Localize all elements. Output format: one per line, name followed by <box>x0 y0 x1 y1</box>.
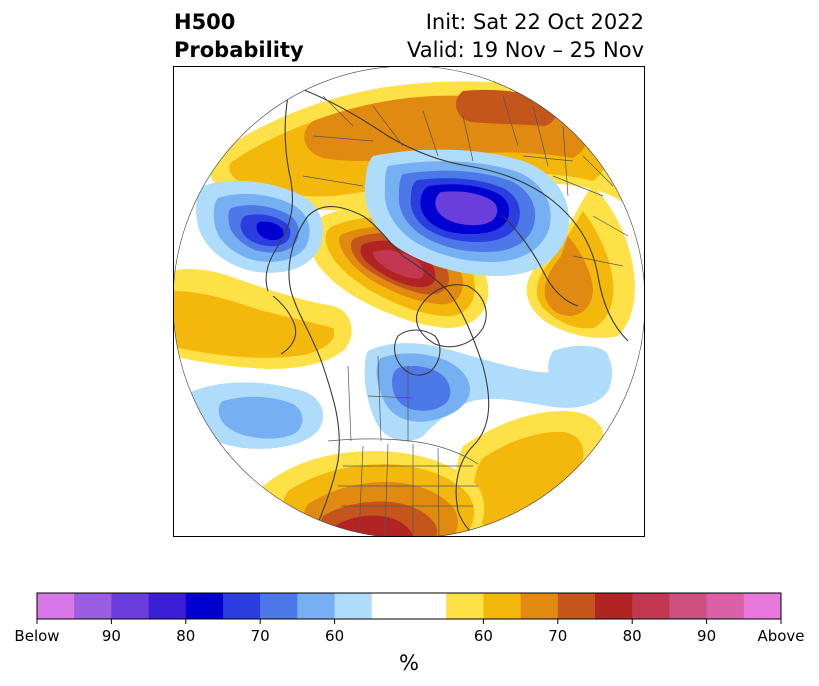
colorbar-swatch <box>706 593 745 619</box>
eurasia-coast <box>292 85 629 342</box>
us-warm-anomaly <box>257 451 485 537</box>
title-line-1: H500 <box>174 10 236 34</box>
colorbar-swatch <box>669 593 707 619</box>
colorbar-frame <box>36 592 782 620</box>
right-warm-anomaly <box>526 186 635 338</box>
colorbar-swatches <box>37 593 782 619</box>
colorbar-tick-label: 70 <box>548 627 567 645</box>
map-frame <box>173 66 645 537</box>
colorbar-tick-label: Above <box>757 627 804 645</box>
arctic-warm-red-pink <box>373 250 424 279</box>
colorbar-tick-label: 90 <box>102 627 121 645</box>
colorbar-swatch <box>297 593 335 619</box>
colorbar-swatch <box>446 593 484 619</box>
colorbar-tick-label: 80 <box>623 627 642 645</box>
colorbar-swatch <box>148 593 187 619</box>
coastlines <box>265 85 629 537</box>
upper-cold-anomaly <box>364 149 569 276</box>
upper-cold-purple <box>435 191 498 226</box>
colorbar-tick-label: Below <box>14 627 59 645</box>
atlantic-warm-orange-light <box>472 431 584 531</box>
colorbar-swatch <box>37 593 75 619</box>
colorbar-tick-label: 60 <box>325 627 344 645</box>
colorbar-swatch <box>260 593 298 619</box>
title-line-2: Probability <box>174 38 304 62</box>
colorbar-swatch <box>409 593 447 619</box>
right-warm-orange <box>544 236 593 316</box>
us-canada-border <box>327 438 479 465</box>
canada-province-lines <box>347 355 414 442</box>
colorbar-tick-label: 60 <box>474 627 493 645</box>
atlantic-warm-anomaly <box>454 411 604 537</box>
colorbar-swatch <box>223 593 261 619</box>
asia-east-coast <box>265 95 294 292</box>
atlantic-cold-anomaly <box>548 345 610 394</box>
colorbar-ticks: Below 90 80 70 60 60 70 80 90 Above <box>14 619 805 645</box>
colorbar-swatch <box>111 593 149 619</box>
colorbar-tick-label: 90 <box>697 627 716 645</box>
colorbar-swatch <box>334 593 373 619</box>
colorbar-swatch <box>520 593 559 619</box>
colorbar-swatch <box>483 593 521 619</box>
country-borders <box>302 95 629 537</box>
greenland-coast <box>416 284 487 348</box>
date-info: Init: Sat 22 Oct 2022 Valid: 19 Nov – 25… <box>407 8 644 64</box>
scandinavia-coast <box>502 215 579 307</box>
init-date: Init: Sat 22 Oct 2022 <box>425 10 644 34</box>
valid-range: Valid: 19 Nov – 25 Nov <box>407 38 644 62</box>
atlantic-cold-light <box>548 345 610 394</box>
left-cold-deep <box>256 221 284 240</box>
hudson-bay-coast <box>394 329 441 376</box>
us-state-lines <box>338 443 478 537</box>
pacific-cold-mid <box>218 396 303 439</box>
colorbar-tick-label: 80 <box>176 627 195 645</box>
colorbar: Below 90 80 70 60 60 70 80 90 Above % <box>14 592 805 675</box>
colorbar-swatch <box>371 593 410 619</box>
canada-cold-blue <box>392 366 451 411</box>
colorbar-swatch <box>743 593 782 619</box>
colorbar-swatch <box>74 593 112 619</box>
pacific-cold-anomaly <box>186 382 323 449</box>
alaska-coast <box>272 295 297 355</box>
asia-borders <box>302 95 474 187</box>
colorbar-swatch <box>595 593 633 619</box>
colorbar-swatch <box>557 593 596 619</box>
colorbar-swatch <box>632 593 670 619</box>
chart-title: H500 Probability <box>174 8 304 64</box>
colorbar-swatch <box>185 593 224 619</box>
europe-borders <box>502 95 629 267</box>
north-america-coast <box>288 205 490 537</box>
probability-map <box>173 66 645 537</box>
colorbar-tick-label: 70 <box>251 627 270 645</box>
colorbar-unit-label: % <box>399 651 419 675</box>
